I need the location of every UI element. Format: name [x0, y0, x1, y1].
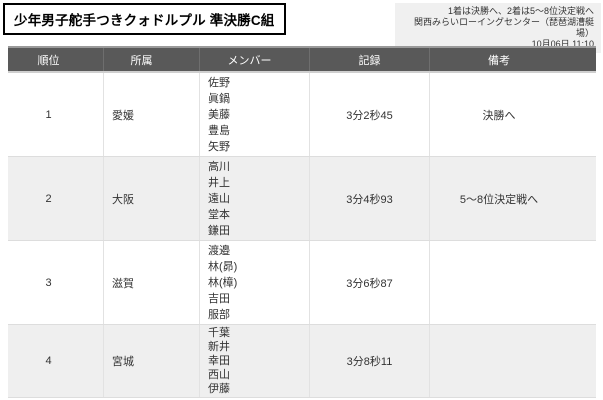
- header-note: 備考: [429, 48, 596, 71]
- race-title: 少年男子舵手つきクォドルプル 準決勝C組: [3, 3, 286, 35]
- race-datetime: 10月06日 11:10: [531, 39, 594, 49]
- venue: 関西みらいローイングセンター（琵琶湖漕艇場）: [413, 17, 594, 38]
- advancement-rule: 1着は決勝へ、2着は5〜8位決定戦へ: [447, 6, 594, 16]
- note-cell: [429, 325, 596, 397]
- member-name: 千葉: [208, 327, 230, 339]
- team-cell: 宮城: [103, 325, 199, 397]
- note-cell: 5〜8位決定戦へ: [429, 157, 596, 240]
- member-name: 吉田: [208, 292, 230, 305]
- member-name: 新井: [208, 341, 230, 353]
- record-cell: 3分8秒11: [309, 325, 429, 397]
- note-cell: [429, 241, 596, 324]
- member-name: 佐野: [208, 76, 230, 89]
- member-name: 西山: [208, 369, 230, 381]
- table-header-row: 順位 所属 メンバー 記録 備考: [8, 46, 596, 73]
- member-name: 高川: [208, 160, 230, 173]
- member-name: 井上: [208, 176, 230, 189]
- rank-cell: 2: [45, 192, 52, 205]
- note-cell: 決勝へ: [429, 73, 596, 156]
- rank-cell: 3: [45, 276, 52, 289]
- members-cell: 佐野眞鍋美藤豊島矢野: [199, 73, 309, 156]
- member-name: 美藤: [208, 108, 230, 121]
- members-cell: 千葉新井幸田西山伊藤: [199, 325, 309, 397]
- table-row: 1 愛媛 佐野眞鍋美藤豊島矢野 3分2秒45 決勝へ: [8, 73, 596, 157]
- member-name: 伊藤: [208, 383, 230, 395]
- member-name: 渡邉: [208, 244, 230, 257]
- member-name: 眞鍋: [208, 92, 230, 105]
- member-name: 鎌田: [208, 224, 230, 237]
- table-row: 4 宮城 千葉新井幸田西山伊藤 3分8秒11: [8, 325, 596, 398]
- member-name: 林(昴): [208, 260, 238, 273]
- team-cell: 愛媛: [103, 73, 199, 156]
- member-name: 林(樟): [208, 276, 238, 289]
- table-row: 3 滋賀 渡邉林(昴) 林(樟) 吉田服部 3分6秒87: [8, 241, 596, 325]
- race-info-box: 1着は決勝へ、2着は5〜8位決定戦へ 関西みらいローイングセンター（琵琶湖漕艇場…: [395, 3, 601, 53]
- header-members: メンバー: [199, 48, 309, 71]
- member-name: 矢野: [208, 140, 230, 153]
- team-cell: 大阪: [103, 157, 199, 240]
- member-name: 豊島: [208, 124, 230, 137]
- record-cell: 3分6秒87: [309, 241, 429, 324]
- member-name: 服部: [208, 308, 230, 321]
- results-table: 順位 所属 メンバー 記録 備考 1 愛媛 佐野眞鍋美藤豊島矢野 3分2秒45 …: [8, 46, 596, 398]
- header-record: 記録: [309, 48, 429, 71]
- record-cell: 3分2秒45: [309, 73, 429, 156]
- member-name: 遠山: [208, 192, 230, 205]
- table-row: 2 大阪 高川井上遠山堂本鎌田 3分4秒93 5〜8位決定戦へ: [8, 157, 596, 241]
- rank-cell: 1: [45, 108, 52, 121]
- rank-cell: 4: [45, 355, 52, 367]
- header-team: 所属: [103, 48, 199, 71]
- member-name: 堂本: [208, 208, 230, 221]
- member-name: 幸田: [208, 355, 230, 367]
- table-body: 1 愛媛 佐野眞鍋美藤豊島矢野 3分2秒45 決勝へ 2 大阪 高川井上遠山堂本…: [8, 73, 596, 398]
- record-cell: 3分4秒93: [309, 157, 429, 240]
- members-cell: 高川井上遠山堂本鎌田: [199, 157, 309, 240]
- header-rank: 順位: [37, 54, 60, 67]
- members-cell: 渡邉林(昴) 林(樟) 吉田服部: [199, 241, 309, 324]
- team-cell: 滋賀: [103, 241, 199, 324]
